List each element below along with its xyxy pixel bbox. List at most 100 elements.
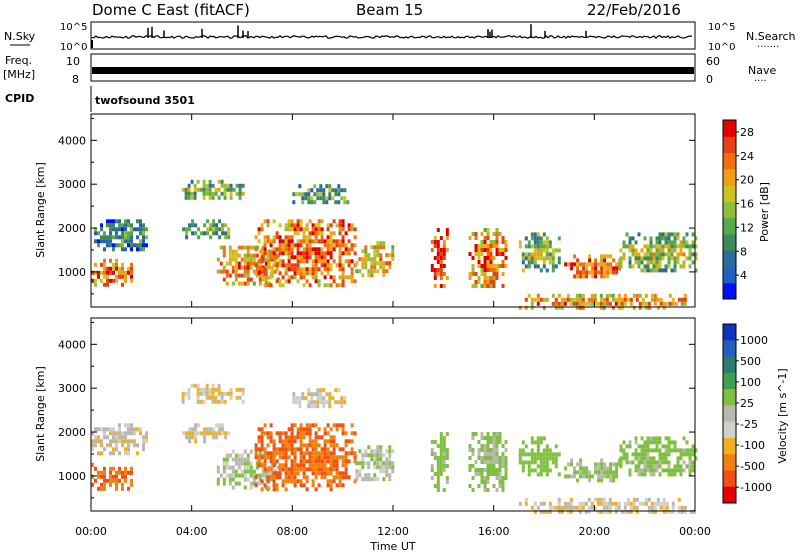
echo-cell [489,456,493,460]
echo-cell [220,183,224,188]
echo-cell [206,231,210,236]
echo-cell [606,266,610,271]
echo-cell [257,459,261,464]
echo-cell [109,223,112,228]
echo-cell [536,252,540,257]
echo-cell [185,227,189,232]
echo-cell [471,464,475,468]
echo-cell [436,472,440,476]
echo-cell [480,432,484,436]
echo-cell [311,479,315,484]
echo-cell [646,460,650,465]
echo-cell [224,235,228,240]
echo-cell [600,478,604,483]
echo-cell [203,223,207,228]
echo-cell [281,251,285,256]
echo-cell [518,456,522,461]
echo-cell [127,239,130,244]
echo-cell [225,461,229,466]
echo-cell [202,195,206,200]
echo-cell [483,260,487,264]
echo-cell [281,447,285,452]
echo-cell [548,452,552,457]
echo-cell [293,267,297,272]
echo-cell [498,436,502,440]
echo-cell [292,396,296,401]
echo-cell [260,479,264,484]
echo-cell [679,264,683,269]
echo-cell [220,179,224,184]
echo-cell [501,452,505,456]
echo-cell [634,252,638,257]
echo-cell [231,485,235,490]
echo-cell [554,460,558,465]
echo-cell [269,255,273,260]
echo-cell [361,261,365,266]
echo-cell [218,227,222,232]
echo-cell [322,200,326,205]
echo-cell [341,423,345,428]
echo-cell [388,445,392,450]
echo-cell [272,487,276,492]
echo-cell [587,505,591,510]
echo-cell [106,219,109,224]
echo-cell [328,184,332,189]
echo-cell [142,435,145,440]
echo-cell [569,501,573,506]
echo-cell [483,452,487,456]
echo-cell [590,297,594,302]
echo-cell [430,248,434,252]
echo-cell [302,483,306,488]
echo-cell [332,243,336,248]
echo-cell [643,236,647,241]
echo-cell [638,305,642,310]
echo-cell [124,235,127,240]
echo-cell [573,274,577,279]
echo-cell [433,452,437,456]
echo-cell [353,451,357,456]
echo-cell [471,436,475,440]
echo-cell [391,253,395,258]
echo-cell [130,243,133,248]
echo-cell [190,383,194,388]
echo-cell [246,245,250,250]
echo-cell [347,239,351,244]
echo-cell [492,436,496,440]
echo-cell [341,447,345,452]
echo-cell [670,248,674,253]
echo-cell [659,301,663,306]
echo-cell [530,256,534,261]
echo-cell [492,284,496,288]
echo-cell [594,258,598,263]
echo-cell [536,232,540,237]
echo-cell [587,301,591,306]
echo-cell [255,465,259,470]
echo-cell [355,477,359,482]
echo-cell [263,451,267,456]
echo-cell [215,431,219,436]
echo-cell [257,447,261,452]
echo-cell [649,448,653,453]
echo-cell [287,275,291,280]
echo-cell [234,473,238,478]
echo-cell [379,465,383,470]
echo-cell [628,236,632,241]
echo-cell [263,271,267,276]
echo-cell [527,244,531,249]
echo-cell [539,240,543,245]
echo-cell [361,465,365,470]
echo-cell [263,467,267,472]
echo-cell [596,501,600,506]
echo-cell [332,435,336,440]
echo-cell [269,275,273,280]
echo-cell [652,456,656,461]
echo-cell [307,392,311,397]
echo-cell [691,468,695,473]
echo-cell [127,423,130,428]
echo-cell [112,447,115,452]
echo-cell [557,248,561,253]
echo-cell [679,240,683,245]
echo-cell [314,231,318,236]
echo-cell [208,191,212,196]
echo-cell [270,469,274,474]
